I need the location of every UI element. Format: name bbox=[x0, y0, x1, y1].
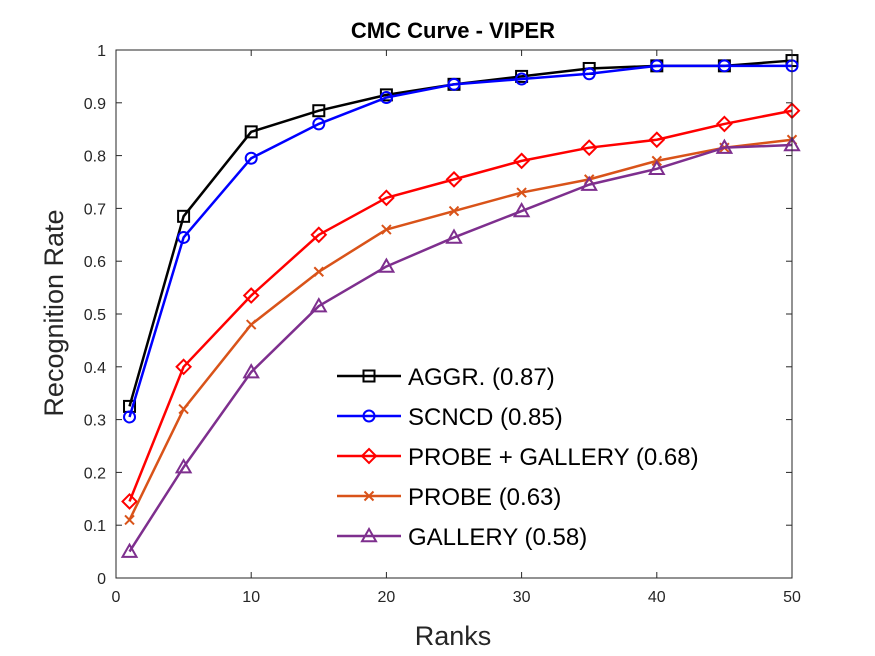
data-point bbox=[177, 209, 191, 223]
y-tick-label: 0.8 bbox=[84, 149, 106, 166]
y-tick-label: 0 bbox=[97, 571, 106, 588]
data-point bbox=[379, 91, 393, 105]
series-triangle bbox=[120, 136, 801, 558]
legend-item: PROBE (0.63) bbox=[337, 484, 561, 511]
y-tick-label: 0.9 bbox=[84, 96, 106, 113]
data-point bbox=[580, 139, 598, 157]
data-point bbox=[715, 115, 733, 133]
data-point bbox=[177, 230, 191, 244]
data-point bbox=[580, 175, 598, 191]
data-point bbox=[715, 138, 734, 154]
x-tick-label: 20 bbox=[378, 589, 396, 606]
series-line bbox=[128, 64, 792, 418]
data-point bbox=[717, 59, 731, 73]
legend-label: AGGR. (0.87) bbox=[408, 364, 555, 391]
legend-item: SCNCD (0.85) bbox=[337, 404, 563, 431]
x-tick-label: 0 bbox=[112, 589, 121, 606]
data-point bbox=[312, 117, 326, 131]
plot-area bbox=[120, 54, 801, 558]
data-point bbox=[582, 67, 596, 81]
legend-label: SCNCD (0.85) bbox=[408, 404, 563, 431]
data-point bbox=[245, 319, 257, 330]
data-point bbox=[381, 224, 392, 235]
legend-item: GALLERY (0.58) bbox=[337, 524, 587, 551]
x-tick-label: 30 bbox=[513, 589, 531, 606]
data-point bbox=[244, 125, 258, 139]
y-tick-label: 1 bbox=[97, 43, 106, 60]
x-tick-label: 10 bbox=[242, 589, 260, 606]
legend-item: AGGR. (0.87) bbox=[337, 364, 555, 391]
data-point bbox=[120, 542, 139, 558]
y-tick-label: 0.1 bbox=[84, 518, 106, 535]
data-point bbox=[512, 202, 531, 218]
data-point bbox=[175, 358, 193, 376]
data-point bbox=[445, 228, 463, 244]
data-point bbox=[242, 287, 260, 304]
legend-marker bbox=[362, 409, 376, 423]
legend-label: PROBE + GALLERY (0.68) bbox=[408, 444, 699, 471]
series-circle bbox=[123, 59, 799, 424]
chart-title: CMC Curve - VIPER bbox=[351, 18, 555, 43]
data-point bbox=[124, 514, 135, 526]
data-point bbox=[310, 297, 328, 313]
data-point bbox=[313, 266, 325, 277]
data-point bbox=[242, 363, 260, 379]
legend-label: PROBE (0.63) bbox=[408, 484, 561, 511]
data-point bbox=[648, 131, 666, 149]
y-tick-label: 0.5 bbox=[84, 307, 106, 324]
data-point bbox=[310, 226, 328, 244]
series-line bbox=[128, 143, 793, 553]
data-point bbox=[178, 403, 189, 415]
x-axis-label: Ranks bbox=[415, 621, 492, 651]
legend-marker bbox=[360, 526, 378, 543]
data-point bbox=[448, 205, 460, 217]
data-point bbox=[174, 458, 193, 474]
data-point bbox=[650, 59, 664, 73]
data-point bbox=[377, 189, 395, 207]
data-point bbox=[377, 257, 396, 273]
y-tick-label: 0.4 bbox=[84, 360, 106, 377]
y-axis-label: Recognition Rate bbox=[39, 209, 69, 416]
y-tick-label: 0.6 bbox=[84, 254, 106, 271]
data-point bbox=[648, 159, 666, 176]
y-tick-label: 0.2 bbox=[84, 465, 106, 482]
legend-marker bbox=[362, 369, 376, 383]
data-point bbox=[312, 104, 326, 118]
axes: 0 10 20 30 40 50 0 0.1 0.2 0.3 0.4 0.5 0.6 0.7 0.8 0.9 1 bbox=[84, 43, 801, 606]
data-point bbox=[121, 493, 138, 510]
x-tick-label: 50 bbox=[783, 589, 801, 606]
legend: AGGR. (0.87) SCNCD (0.85) PROBE + GALLERY … bbox=[337, 364, 699, 551]
series-line bbox=[128, 109, 793, 502]
y-tick-label: 0.7 bbox=[84, 201, 106, 218]
data-point bbox=[513, 152, 531, 170]
data-point bbox=[447, 77, 461, 91]
data-point bbox=[445, 170, 463, 188]
legend-marker bbox=[363, 490, 375, 502]
legend-item: PROBE + GALLERY (0.68) bbox=[337, 444, 699, 471]
legend-label: GALLERY (0.58) bbox=[408, 524, 587, 551]
x-tick-label: 40 bbox=[648, 589, 666, 606]
legend-marker bbox=[360, 447, 378, 465]
data-point bbox=[516, 187, 527, 198]
data-point bbox=[515, 72, 529, 86]
y-tick-label: 0.3 bbox=[84, 413, 106, 430]
data-point bbox=[244, 151, 258, 165]
data-point bbox=[123, 410, 137, 424]
